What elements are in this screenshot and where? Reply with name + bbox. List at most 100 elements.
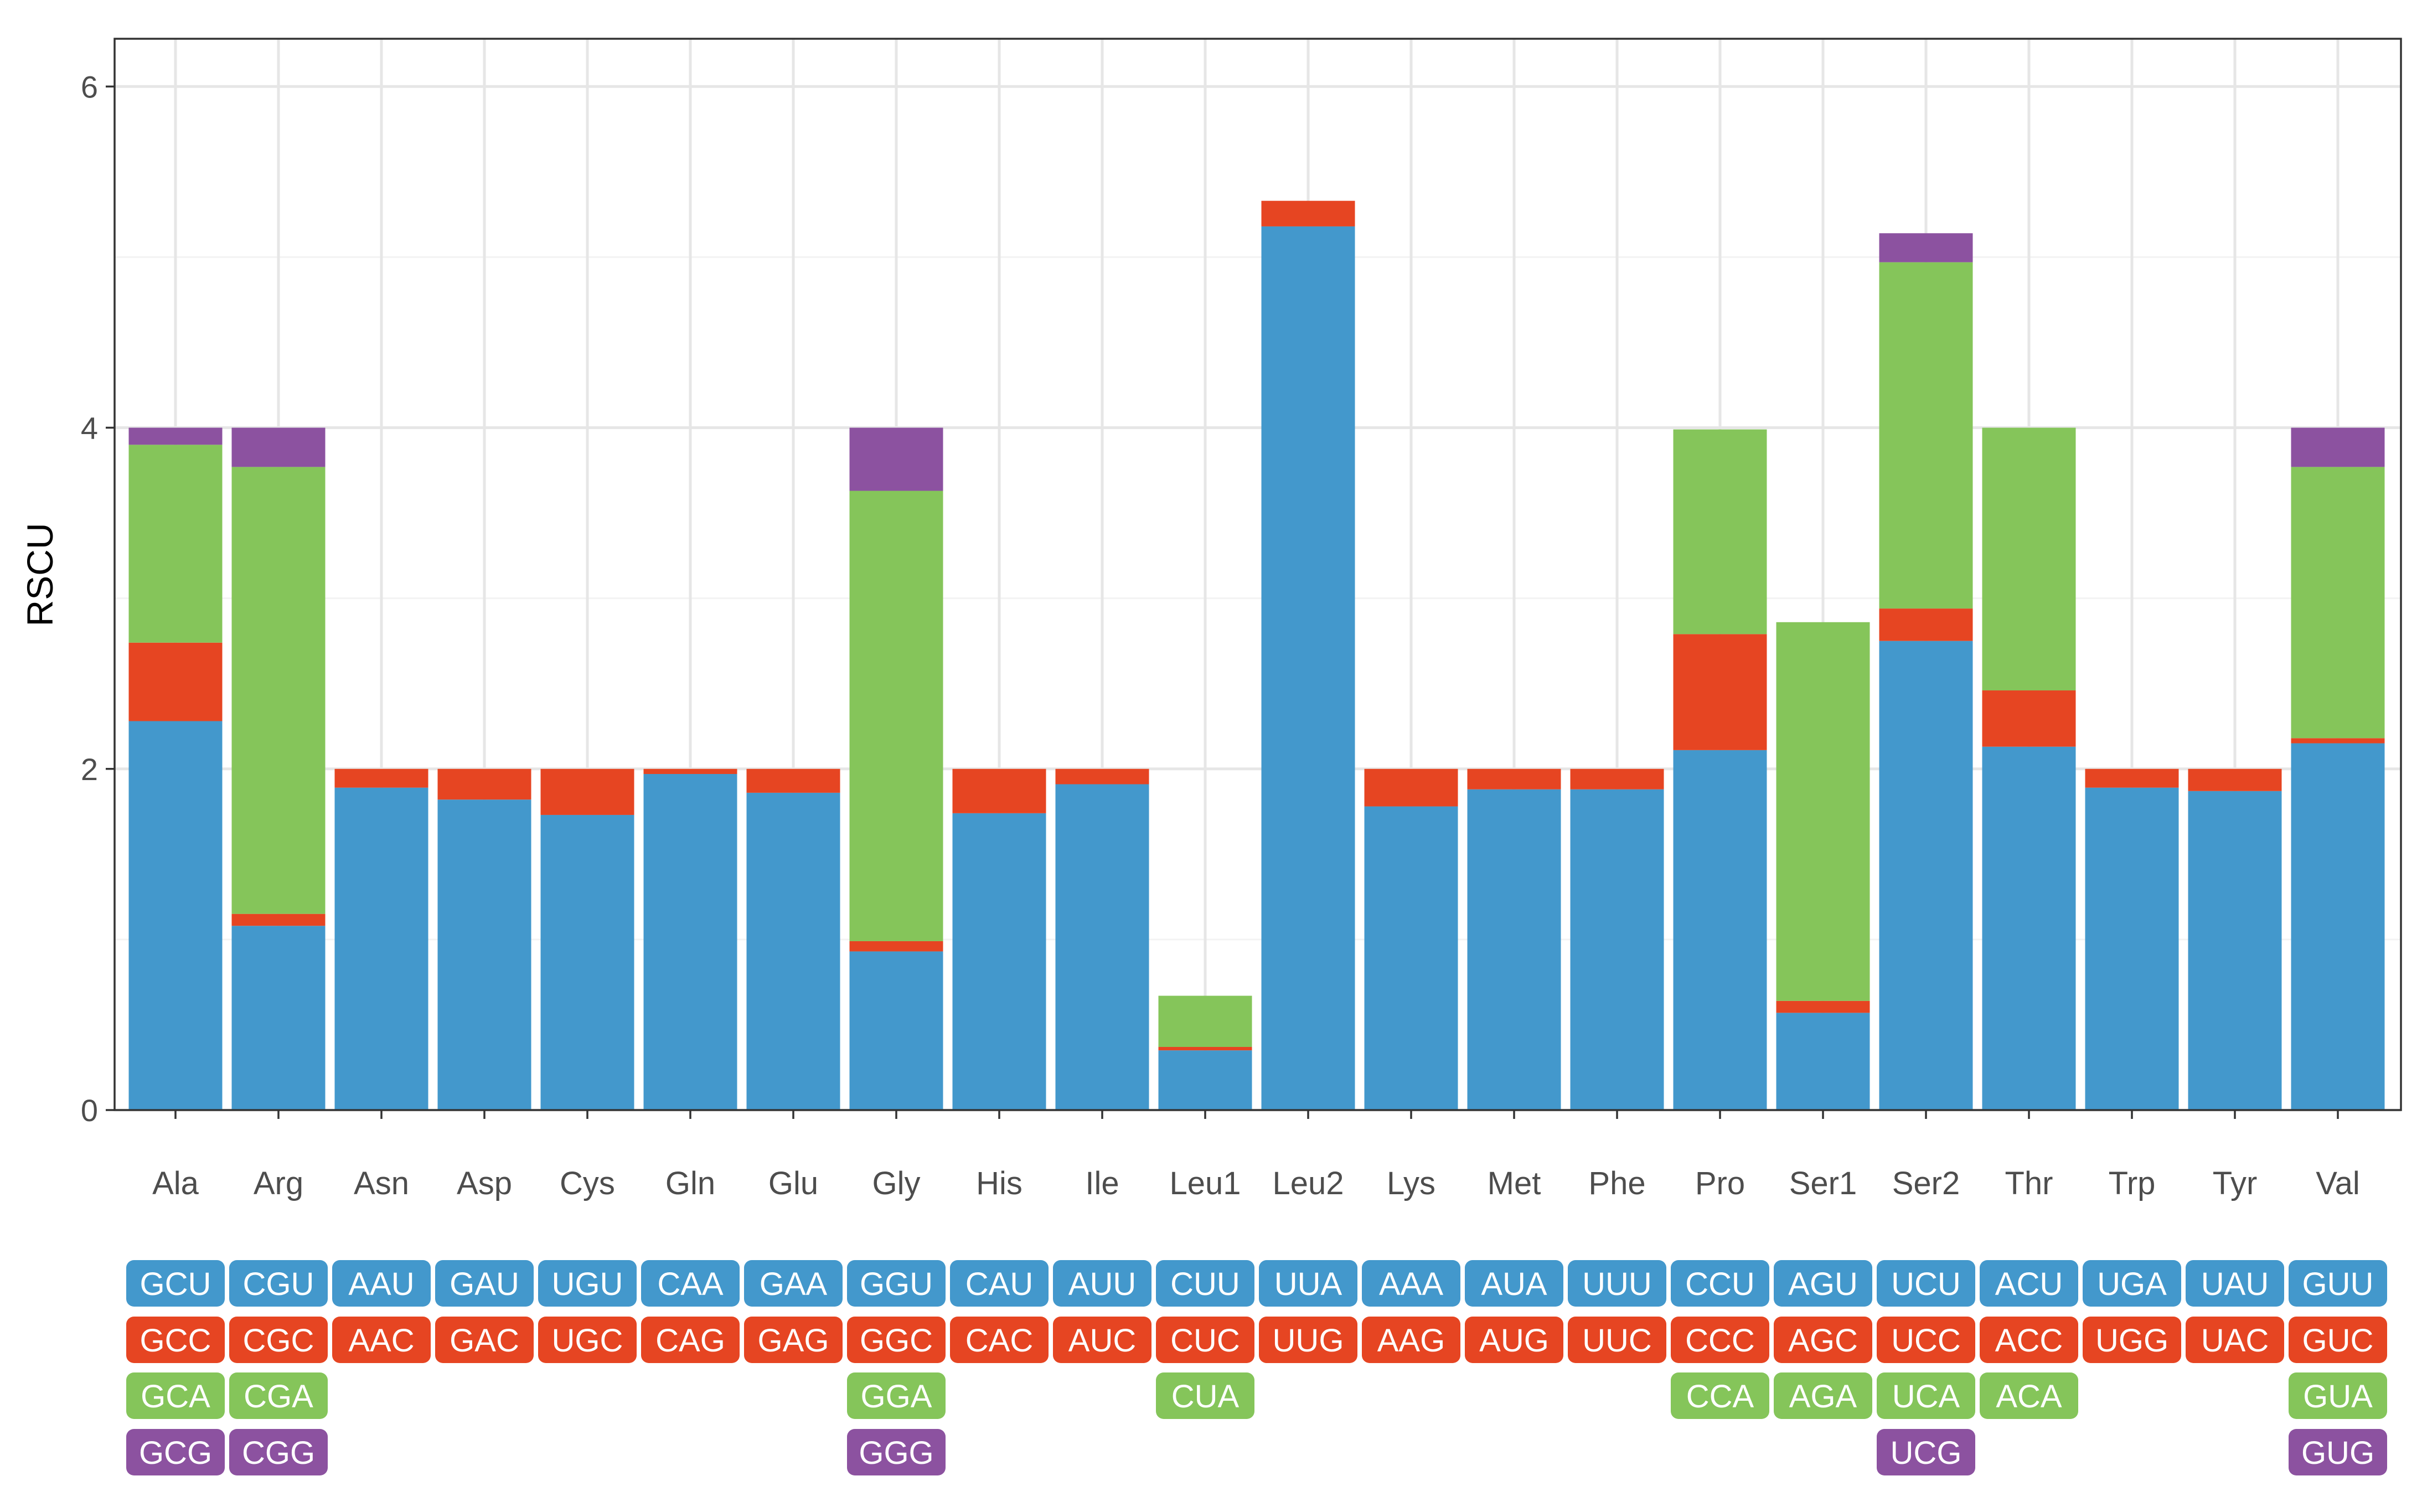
- bar-segment-ala-3: [128, 445, 223, 643]
- x-tick-label: Cys: [560, 1165, 615, 1201]
- bar-segment-ala-2: [128, 642, 223, 721]
- codon-label: GCG: [139, 1435, 212, 1471]
- codon-box: [1362, 1317, 1460, 1363]
- codon-label: CAA: [657, 1266, 724, 1302]
- bar-segment-val-3: [2291, 467, 2385, 739]
- bar-segment-leu1-2: [1158, 1046, 1252, 1051]
- bar-segment-trp-1: [2085, 787, 2179, 1110]
- x-tick-label: Glu: [768, 1165, 818, 1201]
- bar-segment-ser2-3: [1879, 262, 1973, 609]
- codon-box: [1671, 1317, 1769, 1363]
- bar-segment-phe-1: [1570, 789, 1664, 1110]
- codon-box: [950, 1260, 1049, 1307]
- codon-label: GUA: [2303, 1379, 2373, 1415]
- codon-box: [2186, 1317, 2284, 1363]
- codon-label: AGA: [1789, 1379, 1857, 1415]
- codon-label: GGG: [859, 1435, 933, 1471]
- codon-label: CAU: [965, 1266, 1033, 1302]
- x-tick-label: Leu2: [1272, 1165, 1344, 1201]
- codon-label: GUC: [2302, 1323, 2374, 1359]
- bar-segment-ser2-4: [1879, 233, 1973, 262]
- codon-box: [2289, 1372, 2387, 1419]
- bar-segment-gln-1: [643, 774, 737, 1110]
- bar-segment-asn-2: [334, 768, 428, 788]
- bar-segment-arg-4: [231, 427, 326, 467]
- codon-label: AAA: [1379, 1266, 1443, 1302]
- bar-segment-ser1-3: [1776, 622, 1870, 1001]
- bar-segment-tyr-1: [2188, 791, 2282, 1110]
- y-axis: 0 2 4 6: [81, 69, 115, 1128]
- codon-label: CAC: [965, 1323, 1033, 1359]
- codon-label: AUA: [1481, 1266, 1547, 1302]
- bar-segment-gly-4: [849, 427, 943, 491]
- codon-label: CGU: [243, 1266, 314, 1302]
- bar-segment-thr-2: [1982, 690, 2076, 747]
- codon-label: GCU: [140, 1266, 211, 1302]
- codon-label: AUG: [1479, 1323, 1549, 1359]
- codon-box: [538, 1260, 637, 1307]
- bar-segment-tyr-2: [2188, 768, 2282, 791]
- bar-segment-cys-2: [540, 768, 634, 815]
- codon-label: CAG: [655, 1323, 725, 1359]
- codon-label: CGG: [242, 1435, 315, 1471]
- codon-legend: GCU GCC GCA GCG CGU CGC CGA CGG AAU AAC GAU GAC UGU U…: [126, 1260, 2387, 1475]
- bar-segment-lys-2: [1364, 768, 1458, 807]
- codon-label: CUA: [1171, 1379, 1240, 1415]
- codon-box: [2083, 1317, 2181, 1363]
- bar-segment-pro-2: [1673, 634, 1767, 750]
- bar-segment-met-1: [1467, 789, 1561, 1110]
- codon-box: [126, 1372, 225, 1419]
- bar-segment-cys-1: [540, 814, 634, 1110]
- codon-label: CUU: [1170, 1266, 1240, 1302]
- x-tick-label: Ile: [1085, 1165, 1119, 1201]
- codon-box: [1568, 1260, 1666, 1307]
- codon-label: GAC: [450, 1323, 519, 1359]
- x-tick-label: Gly: [872, 1165, 921, 1201]
- codon-label: AUU: [1068, 1266, 1136, 1302]
- y-tick-label: 4: [81, 411, 98, 446]
- bar-segment-val-1: [2291, 743, 2385, 1110]
- codon-label: UAC: [2201, 1323, 2269, 1359]
- codon-box: [847, 1317, 946, 1363]
- codon-box: [2186, 1260, 2284, 1307]
- codon-box: [1877, 1317, 1975, 1363]
- codon-label: GCA: [141, 1379, 210, 1415]
- codon-label: AUC: [1068, 1323, 1136, 1359]
- bar-segment-ala-1: [128, 721, 223, 1110]
- codon-box: [1877, 1372, 1975, 1419]
- x-tick-label: Phe: [1588, 1165, 1645, 1201]
- codon-box: [1156, 1317, 1254, 1363]
- bar-segment-gly-2: [849, 941, 943, 952]
- codon-box: [332, 1317, 431, 1363]
- codon-label: GGC: [860, 1323, 933, 1359]
- codon-box: [1671, 1260, 1769, 1307]
- codon-label: UUG: [1273, 1323, 1344, 1359]
- codon-label: ACC: [1995, 1323, 2063, 1359]
- y-tick-label: 2: [81, 752, 98, 787]
- codon-box: [126, 1260, 225, 1307]
- codon-box: [2083, 1260, 2181, 1307]
- x-tick-label: Met: [1488, 1165, 1541, 1201]
- codon-label: AAG: [1377, 1323, 1445, 1359]
- codon-box: [744, 1260, 843, 1307]
- codon-label: GAU: [450, 1266, 519, 1302]
- bar-segment-gly-3: [849, 491, 943, 941]
- bar-segment-asp-1: [437, 799, 531, 1110]
- bar-segment-arg-1: [231, 926, 326, 1110]
- codon-box: [1053, 1260, 1151, 1307]
- codon-label: ACA: [1996, 1379, 2062, 1415]
- codon-box: [1156, 1260, 1254, 1307]
- y-tick-label: 0: [81, 1093, 98, 1128]
- bar-segment-ser1-2: [1776, 1000, 1870, 1013]
- codon-box: [1053, 1317, 1151, 1363]
- codon-label: GCC: [140, 1323, 211, 1359]
- codon-box: [1877, 1260, 1975, 1307]
- codon-box: [1774, 1317, 1872, 1363]
- bar-segment-arg-3: [231, 467, 326, 914]
- x-axis: Ala Arg Asn Asp Cys Gln Glu Gly His Ile Leu1 Leu2 Ly…: [152, 1110, 2360, 1201]
- x-tick-label: Asp: [457, 1165, 512, 1201]
- codon-label: UUA: [1274, 1266, 1342, 1302]
- codon-label: AGC: [1788, 1323, 1858, 1359]
- bar-segment-asp-2: [437, 768, 531, 800]
- x-tick-label: Arg: [254, 1165, 303, 1201]
